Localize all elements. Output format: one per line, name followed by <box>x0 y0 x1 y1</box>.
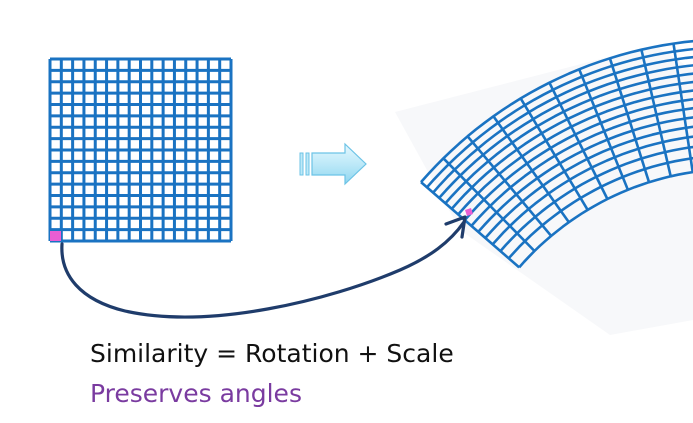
warped-grid-spoke <box>672 43 693 173</box>
warped-grid-spoke <box>577 68 630 191</box>
caption-sub: Preserves angles <box>90 379 302 408</box>
warped-grid-backdrop <box>395 45 693 335</box>
warped-grid-spoke <box>420 181 521 269</box>
warped-grid-spoke <box>466 135 553 237</box>
warped-grid-spoke <box>492 115 570 223</box>
warped-grid-spoke <box>442 157 536 252</box>
warped-grid-spoke <box>640 49 672 177</box>
block-right-arrow-icon <box>299 142 367 186</box>
source-grid <box>48 57 233 243</box>
source-corner-cell <box>50 231 61 241</box>
warped-grid-spoke <box>548 82 609 200</box>
warped-grid-spoke <box>608 57 651 183</box>
warped-grid-spoke <box>519 97 589 211</box>
caption-main: Similarity = Rotation + Scale <box>90 339 454 368</box>
warped-grid <box>420 39 693 269</box>
warped-corner-cell <box>465 208 473 216</box>
curved-mapping-arrow-icon <box>60 215 467 319</box>
